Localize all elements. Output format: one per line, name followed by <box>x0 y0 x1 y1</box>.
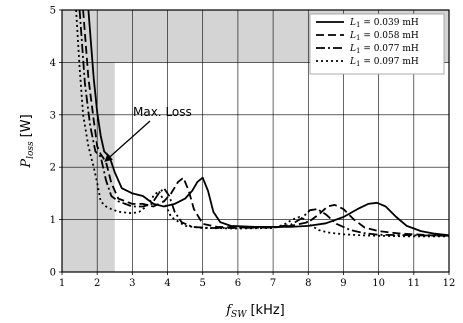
y-axis-label-sub: loss <box>26 141 36 159</box>
x-tick-label-0: 1 <box>59 278 65 289</box>
x-axis-label: fSW [kHz] <box>225 303 285 320</box>
legend-label-var-0: L <box>349 18 356 28</box>
x-tick-label-9: 10 <box>372 278 385 289</box>
series-lines <box>75 10 449 238</box>
series-line-2 <box>78 10 449 237</box>
legend-label-value-1: = 0.058 mH <box>360 31 418 41</box>
legend-label-var-2: L <box>349 44 356 54</box>
y-axis-label: Ploss [W] <box>19 114 36 168</box>
y-tick-label-2: 2 <box>50 163 56 174</box>
legend-label-3: L1 = 0.097 mH <box>349 57 419 68</box>
legend-box <box>309 13 445 75</box>
y-tick-label-0: 0 <box>50 268 56 279</box>
y-tick-label-5: 5 <box>50 6 56 17</box>
legend-label-var-3: L <box>349 57 356 67</box>
legend-label-value-3: = 0.097 mH <box>360 57 418 67</box>
legend-label-1: L1 = 0.058 mH <box>349 31 419 42</box>
series-line-0 <box>87 10 449 237</box>
annotation-arrowhead <box>104 153 113 162</box>
x-tick-label-8: 9 <box>340 278 346 289</box>
x-tick-label-5: 6 <box>235 278 241 289</box>
x-tick-label-3: 4 <box>164 278 170 289</box>
legend-label-sub-0: 1 <box>356 21 360 29</box>
x-tick-label-6: 7 <box>270 278 276 289</box>
legend-label-0: L1 = 0.039 mH <box>349 18 419 29</box>
legend-label-2: L1 = 0.077 mH <box>349 44 419 55</box>
y-axis-label-unit: [W] <box>19 114 34 137</box>
max-loss-annotation: Max. Loss <box>104 105 192 162</box>
legend-label-value-0: = 0.039 mH <box>360 18 418 28</box>
annotation-arrow <box>109 120 151 158</box>
x-axis-label-var: f <box>225 303 233 318</box>
x-tick-label-7: 8 <box>305 278 311 289</box>
series-line-1 <box>82 10 449 237</box>
x-tick-label-4: 5 <box>200 278 206 289</box>
legend-label-sub-3: 1 <box>356 60 360 68</box>
grid-lines <box>62 10 449 272</box>
series-line-3 <box>75 10 449 238</box>
x-tick-label-11: 12 <box>443 278 456 289</box>
y-tick-label-1: 1 <box>50 215 56 226</box>
plot-frame <box>61 9 450 273</box>
legend-label-sub-1: 1 <box>356 34 360 42</box>
legend-label-sub-2: 1 <box>356 47 360 55</box>
y-axis-label-var: P <box>19 159 34 169</box>
y-tick-label-4: 4 <box>50 58 56 69</box>
x-axis-label-sub: SW <box>231 310 247 320</box>
x-tick-label-10: 11 <box>407 278 420 289</box>
annotation-text: Max. Loss <box>133 105 192 119</box>
y-tick-label-3: 3 <box>50 110 56 121</box>
legend-label-var-1: L <box>349 31 356 41</box>
legend-label-value-2: = 0.077 mH <box>360 44 418 54</box>
x-tick-label-2: 3 <box>129 278 135 289</box>
x-axis-label-unit: [kHz] <box>250 303 284 318</box>
x-tick-label-1: 2 <box>94 278 100 289</box>
